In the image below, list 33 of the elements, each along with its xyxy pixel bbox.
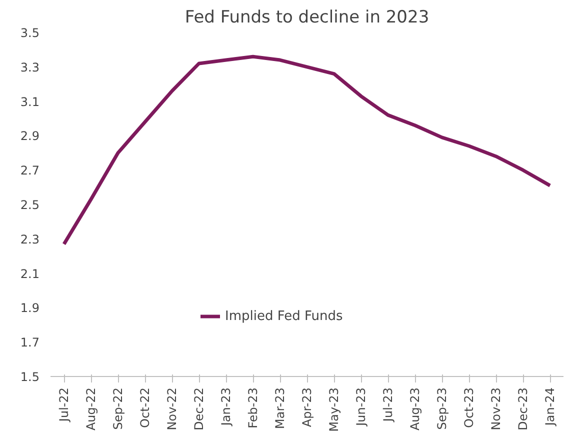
- x-tick-label: Sep-23: [435, 388, 449, 430]
- x-tick-label: Nov-23: [489, 387, 503, 430]
- y-tick-label: 2.9: [20, 129, 40, 144]
- x-tick-label: Dec-22: [192, 387, 206, 430]
- x-tick-label: Jan-23: [219, 387, 233, 427]
- y-tick-label: 2.1: [20, 266, 40, 281]
- line-series: [62, 54, 552, 246]
- x-tick-label: Mar-23: [273, 387, 287, 429]
- y-tick-label: 1.5: [20, 370, 40, 384]
- y-tick-label: 3.5: [20, 26, 40, 40]
- legend-label: Implied Fed Funds: [225, 308, 343, 324]
- y-tick-label: 1.7: [20, 336, 40, 350]
- y-tick-label: 3.3: [20, 60, 40, 74]
- y-tick-label: 2.3: [20, 232, 40, 246]
- x-tick-label: May-23: [327, 387, 341, 432]
- y-tick-label: 3.1: [20, 94, 40, 109]
- x-tick-label: Aug-23: [408, 388, 422, 431]
- x-tick-label: Jul-22: [57, 388, 71, 423]
- x-tick-label: Dec-23: [516, 387, 530, 430]
- x-tick-label: Oct-23: [462, 387, 476, 428]
- chart-title: Fed Funds to decline in 2023: [184, 8, 430, 28]
- x-tick-label: Nov-22: [165, 387, 179, 430]
- y-tick-label: 2.7: [20, 164, 40, 178]
- y-tick-label: 2.5: [20, 198, 40, 212]
- x-tick-label: Sep-22: [111, 388, 125, 430]
- y-tick-label: 1.9: [20, 301, 40, 316]
- x-tick-label: Apr-23: [300, 388, 314, 428]
- x-tick-label: Jul-23: [381, 388, 395, 423]
- x-tick-label: Jan-24: [543, 387, 557, 427]
- x-tick-label: Oct-22: [138, 387, 152, 428]
- x-tick-label: Jun-23: [354, 387, 368, 427]
- x-tick-label: Feb-23: [246, 387, 260, 428]
- x-tick-label: Aug-22: [84, 388, 98, 431]
